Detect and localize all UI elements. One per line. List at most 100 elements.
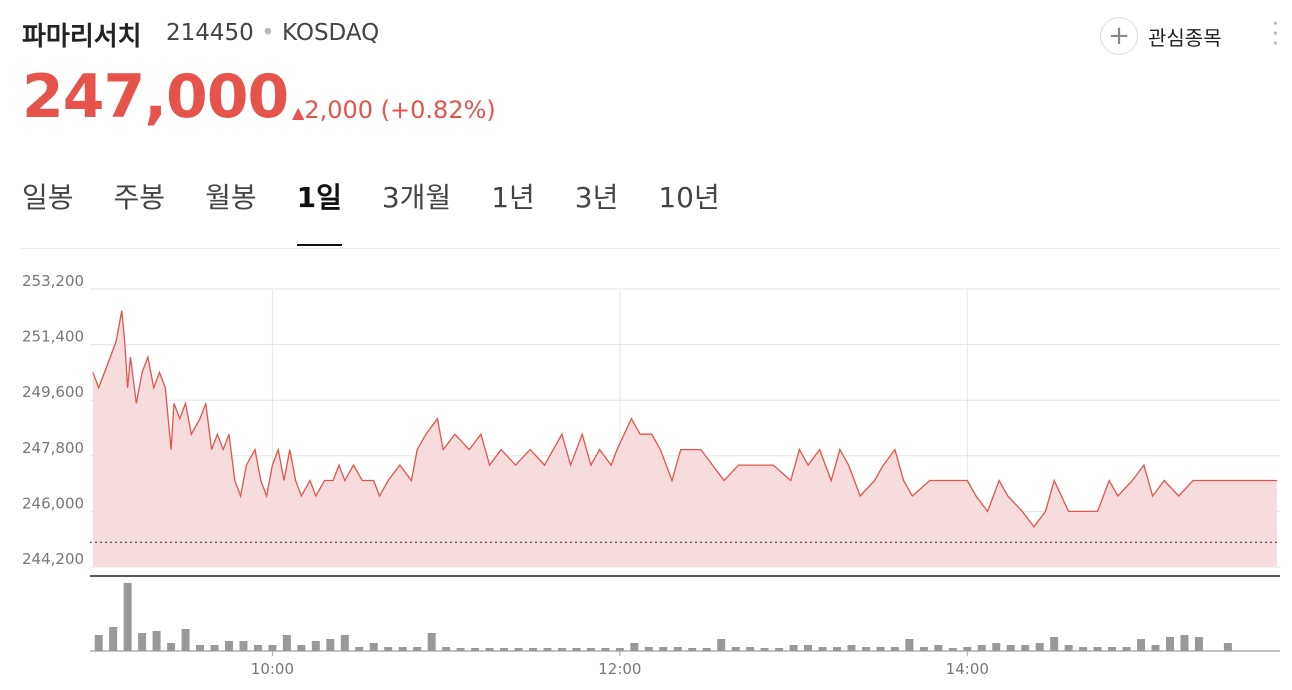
x-tick-label: 14:00 (946, 660, 989, 678)
volume-bar (948, 648, 957, 651)
y-tick-label: 244,200 (22, 550, 84, 568)
y-tick-label: 246,000 (22, 494, 84, 512)
y-tick-label: 251,400 (22, 328, 84, 346)
price: 247,000 (22, 62, 289, 132)
volume-bar (384, 647, 393, 651)
volume-bar (688, 648, 697, 651)
volume-bar (167, 643, 176, 651)
volume-bar (775, 648, 784, 651)
plus-icon: + (1100, 17, 1138, 55)
volume-bar (442, 647, 451, 651)
volume-bar (934, 645, 943, 651)
volume-bar (282, 635, 291, 651)
volume-bar (572, 648, 581, 651)
volume-bar (543, 648, 552, 651)
volume-bar (413, 647, 422, 651)
volume-bar (601, 648, 610, 651)
volume-bar (659, 647, 668, 651)
volume-bar (1006, 645, 1015, 651)
volume-bar (268, 645, 277, 651)
volume-bar (673, 647, 682, 651)
volume-bar (630, 643, 639, 651)
volume-bar (152, 631, 161, 651)
volume-bar (1021, 645, 1030, 651)
volume-bar (181, 629, 190, 651)
volume-bar (992, 643, 1001, 651)
divider (20, 248, 1280, 249)
volume-bar (1108, 647, 1117, 651)
period-tab[interactable]: 3년 (574, 181, 619, 214)
volume-bar (717, 639, 726, 651)
volume-bar (500, 648, 509, 651)
volume-bar (746, 647, 755, 651)
volume-bar (615, 648, 624, 651)
volume-bar (1050, 637, 1059, 651)
volume-bar (355, 647, 364, 651)
volume-bar (1165, 637, 1174, 651)
volume-bar (833, 647, 842, 651)
volume-bar (644, 647, 653, 651)
y-tick-label: 247,800 (22, 439, 84, 457)
volume-bar (586, 648, 595, 651)
market: KOSDAQ (282, 20, 380, 46)
volume-bar (557, 648, 566, 651)
volume-bar (311, 641, 320, 651)
watch-button[interactable]: + 관심종목 (1100, 16, 1222, 56)
volume-bar (1079, 647, 1088, 651)
period-tab[interactable]: 월봉 (205, 181, 257, 214)
volume-bar (731, 647, 740, 651)
volume-bar (239, 641, 248, 651)
price-line (92, 310, 1278, 528)
volume-bar (1194, 637, 1203, 651)
volume-bar (919, 647, 928, 651)
volume-bar (514, 648, 523, 651)
volume-bar (369, 643, 378, 651)
volume-bar (456, 648, 465, 651)
volume-bar (123, 583, 132, 651)
period-tabs: 일봉 주봉 월봉 1일 3개월 1년 3년 10년 (22, 176, 760, 246)
period-tab[interactable]: 주봉 (113, 181, 166, 214)
volume-bar (1151, 645, 1160, 651)
y-tick-label: 249,600 (22, 383, 84, 401)
volume-bar (702, 648, 711, 651)
volume-bar (861, 647, 870, 651)
volume-bar (1035, 643, 1044, 651)
volume-bar (340, 635, 349, 651)
volume-bar (326, 639, 335, 651)
volume-bar (1137, 639, 1146, 651)
period-tab[interactable]: 1년 (491, 181, 535, 214)
volume-bar (109, 627, 118, 651)
volume-bar (977, 645, 986, 651)
change: ▲2,000 (+0.82%) (292, 96, 496, 124)
x-tick-label: 10:00 (251, 660, 294, 678)
volume-bar (528, 648, 537, 651)
period-tab[interactable]: 10년 (658, 181, 720, 214)
period-tab[interactable]: 일봉 (22, 181, 74, 214)
change-pct: (+0.82%) (380, 96, 496, 124)
volume-bar (789, 645, 798, 651)
volume-bar (196, 645, 205, 651)
volume-bar (1223, 643, 1232, 651)
volume-bar (890, 647, 899, 651)
volume-bar (138, 633, 147, 651)
period-tab[interactable]: 3개월 (381, 181, 452, 214)
period-tab[interactable]: 1일 (296, 176, 342, 246)
volume-bar (210, 645, 219, 651)
volume-bar (905, 639, 914, 651)
stock-name: 파마리서치 (22, 22, 142, 52)
more-menu[interactable]: · · · (1272, 12, 1279, 57)
volume-bar (94, 635, 103, 651)
code: 214450 (166, 20, 254, 46)
area-fill (92, 310, 1278, 567)
volume-bar (847, 645, 856, 651)
volume-bar (297, 645, 306, 651)
volume-bar (471, 648, 480, 651)
watch-label: 관심종목 (1148, 25, 1222, 50)
volume-bar (253, 645, 262, 651)
volume-bar (1093, 647, 1102, 651)
x-tick-label: 12:00 (598, 660, 641, 678)
volume-bar (760, 648, 769, 651)
y-tick-label: 253,200 (22, 272, 84, 290)
